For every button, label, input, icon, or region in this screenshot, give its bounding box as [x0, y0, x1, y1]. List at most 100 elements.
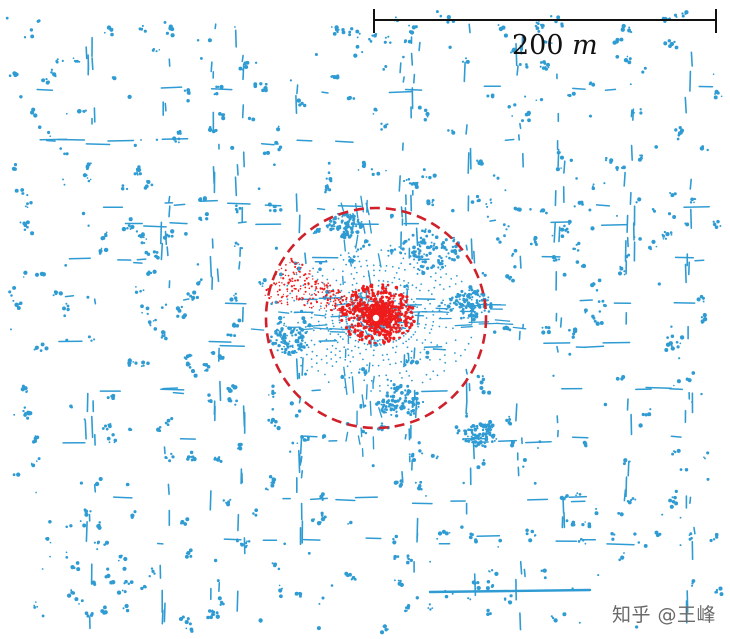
map-point [417, 105, 422, 110]
map-point [414, 481, 417, 484]
map-point [177, 308, 182, 313]
map-point [235, 299, 238, 302]
map-point [478, 305, 482, 309]
map-point [278, 272, 283, 277]
map-streak [519, 122, 522, 130]
map-point [168, 26, 173, 31]
map-point [689, 532, 693, 536]
map-point [112, 76, 117, 81]
map-point [296, 442, 299, 445]
map-point [461, 307, 465, 311]
scan-ring-point [334, 294, 337, 297]
map-point [627, 60, 632, 65]
scan-ring-point [344, 281, 346, 284]
scan-point [292, 271, 295, 274]
map-point [283, 324, 285, 327]
scan-point [314, 283, 317, 286]
scan-ring-point [429, 359, 431, 361]
map-point [508, 600, 513, 605]
scan-ring-point [329, 300, 332, 303]
map-point [86, 162, 91, 167]
map-point [103, 248, 108, 252]
scan-point [295, 297, 298, 299]
map-point [605, 156, 608, 160]
map-point [306, 438, 310, 441]
map-point [65, 152, 69, 156]
scan-point [386, 339, 391, 343]
map-point [155, 138, 159, 142]
scan-ring-point [312, 329, 315, 332]
map-point [522, 457, 527, 463]
scan-point [357, 323, 360, 327]
map-point [420, 488, 423, 491]
scan-point [370, 316, 373, 320]
map-streak [167, 483, 170, 496]
scan-ring-point [401, 377, 403, 379]
map-streak [668, 388, 684, 391]
scan-point [399, 297, 403, 301]
map-point [478, 295, 481, 298]
map-point [233, 296, 238, 300]
map-point [14, 188, 19, 193]
scan-point [384, 287, 388, 290]
scan-point [406, 298, 409, 301]
scan-ring-point [297, 321, 299, 324]
scan-point [339, 300, 342, 304]
map-point [332, 220, 336, 224]
scan-point [289, 262, 291, 264]
scan-point [325, 284, 328, 287]
scan-point [340, 302, 343, 305]
map-streak [295, 358, 299, 380]
map-point [445, 248, 448, 252]
road-vertical [357, 435, 361, 445]
scan-point [354, 298, 358, 302]
map-point [336, 225, 340, 229]
scan-ring-point [319, 305, 322, 308]
map-point [546, 330, 551, 335]
scan-ring-point [348, 291, 350, 294]
map-point [238, 206, 242, 210]
scan-point [303, 282, 307, 286]
scan-point [391, 310, 394, 313]
scan-ring-point [324, 316, 327, 319]
map-point [297, 331, 301, 335]
scale-bar [373, 9, 717, 33]
map-point [76, 109, 82, 114]
map-point [403, 399, 408, 403]
scan-ring-point [407, 303, 409, 306]
scan-ring-point [391, 281, 394, 284]
map-point [452, 249, 457, 254]
scan-point [306, 300, 309, 303]
map-streak [571, 436, 589, 439]
map-point [440, 265, 445, 269]
map-point [96, 542, 100, 545]
map-point [146, 361, 150, 366]
map-point [22, 276, 25, 278]
map-point [259, 620, 262, 623]
map-point [350, 27, 354, 31]
map-point [344, 228, 348, 232]
scan-ring-point [403, 280, 405, 282]
map-point [462, 481, 465, 485]
scan-ring-point [394, 362, 397, 365]
scan-ring-point [467, 317, 469, 319]
scan-point [303, 304, 305, 306]
scan-ring-point [339, 254, 342, 257]
scan-point [327, 282, 329, 284]
map-point [142, 364, 145, 367]
map-point [274, 246, 278, 250]
map-point-cloud [5, 10, 724, 635]
map-point [487, 296, 490, 299]
map-point [472, 424, 476, 428]
scan-ring-point [354, 345, 356, 348]
map-streak [623, 489, 627, 502]
scan-point [373, 308, 376, 311]
map-point [571, 91, 576, 96]
map-point [133, 143, 137, 148]
scan-point [334, 299, 337, 302]
map-point [408, 24, 411, 27]
map-point [319, 521, 322, 524]
scan-point [366, 295, 370, 299]
map-point [289, 401, 294, 406]
map-streak [631, 108, 635, 121]
